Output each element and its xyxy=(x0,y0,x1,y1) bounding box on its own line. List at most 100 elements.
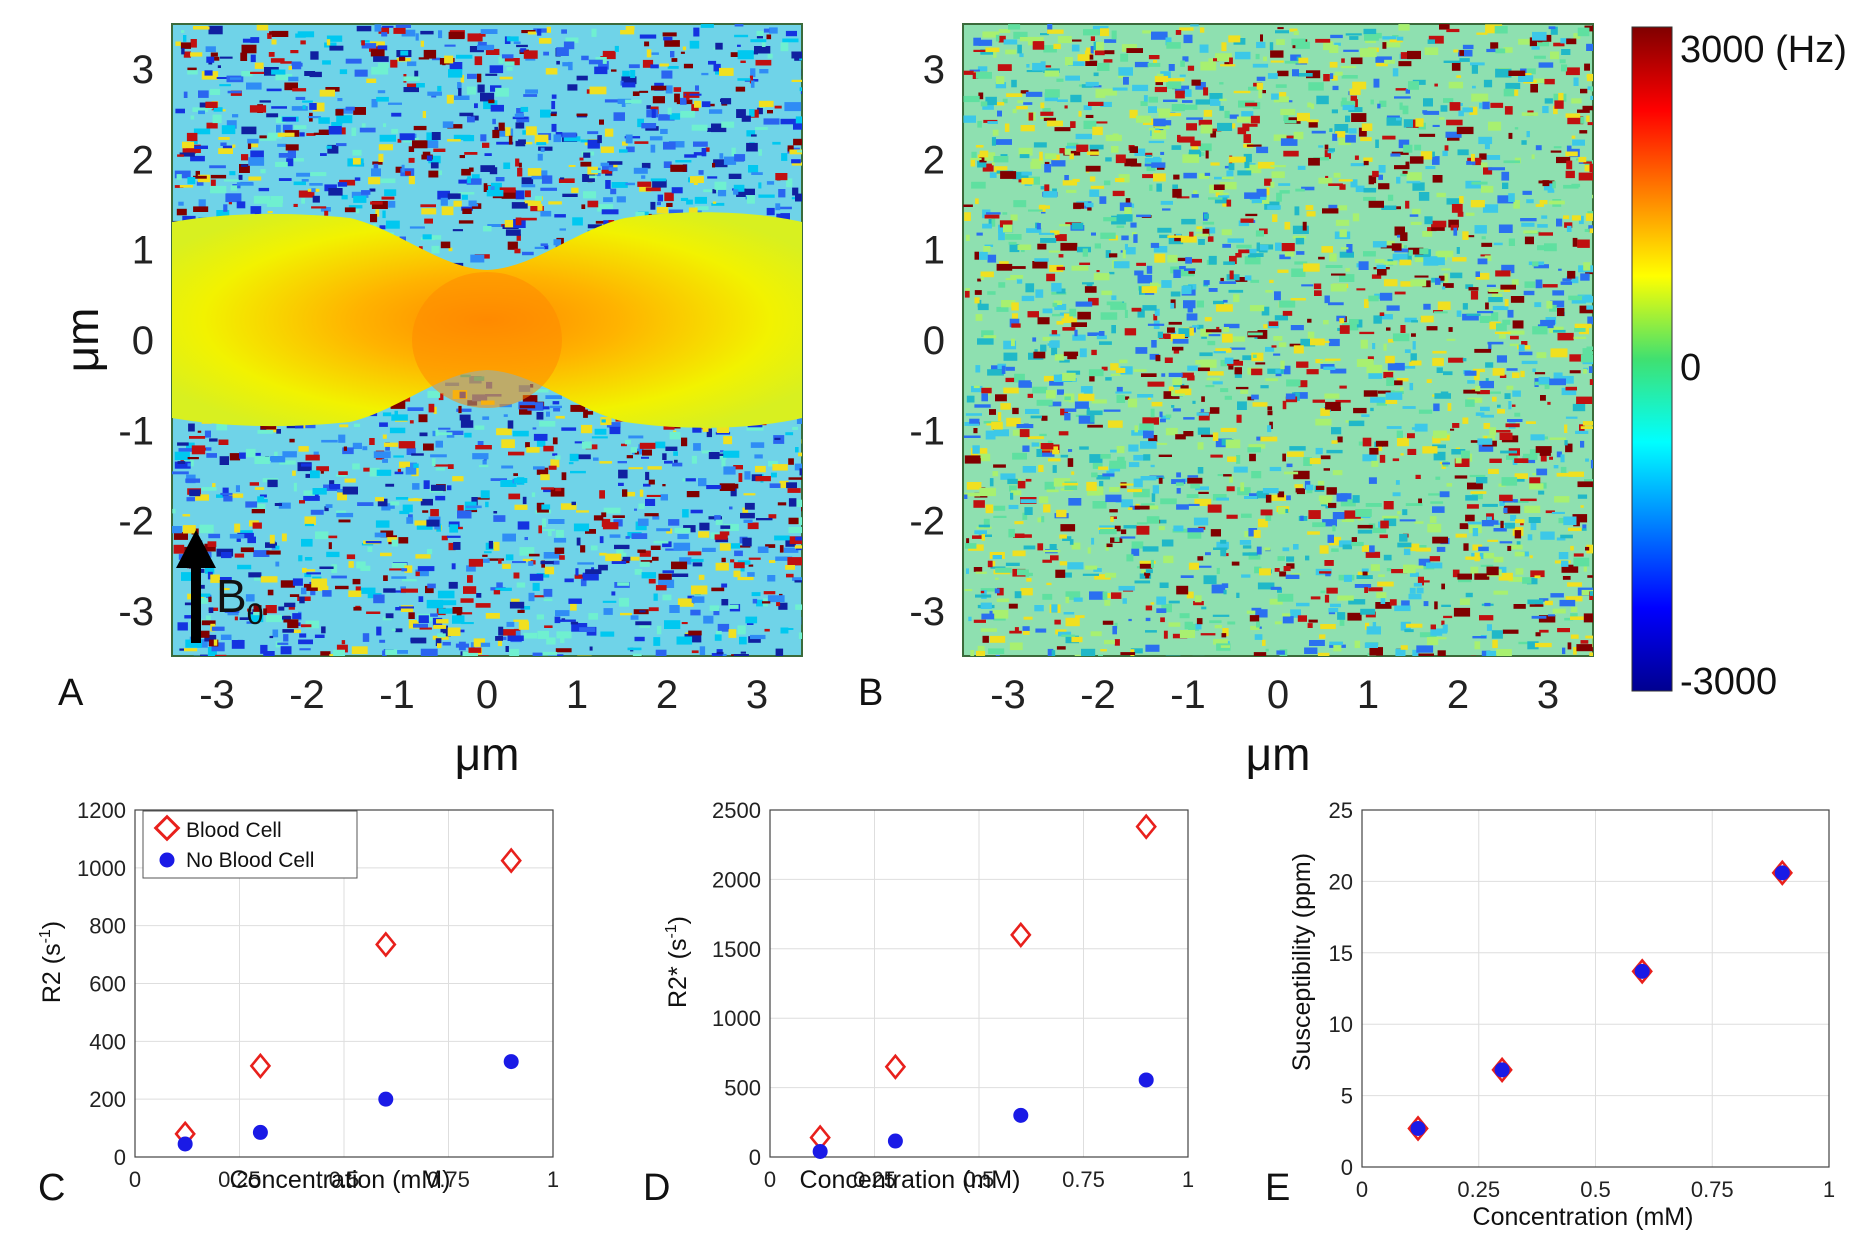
field-speckle xyxy=(505,127,511,137)
field-speckle xyxy=(382,25,394,28)
field-speckle xyxy=(536,614,544,620)
field-speckle xyxy=(997,587,1004,596)
field-speckle xyxy=(1388,339,1394,343)
field-speckle xyxy=(1093,72,1099,77)
field-speckle xyxy=(208,596,212,603)
field-speckle xyxy=(1427,39,1435,44)
field-speckle xyxy=(1025,283,1035,293)
field-speckle xyxy=(1220,359,1228,367)
field-speckle xyxy=(721,98,732,105)
field-speckle xyxy=(448,521,460,527)
field-speckle xyxy=(1375,139,1379,148)
field-speckle xyxy=(1059,148,1065,154)
field-speckle xyxy=(1251,352,1264,362)
field-speckle xyxy=(1592,638,1593,648)
field-speckle xyxy=(653,593,658,601)
field-speckle xyxy=(759,69,769,74)
field-speckle xyxy=(1348,420,1365,427)
field-speckle xyxy=(1087,424,1103,428)
field-speckle xyxy=(1087,207,1092,211)
field-speckle xyxy=(1521,341,1528,346)
field-speckle xyxy=(662,594,672,601)
field-speckle xyxy=(658,573,672,580)
field-speckle xyxy=(1135,347,1148,354)
field-speckle xyxy=(1032,386,1048,394)
field-speckle xyxy=(1556,218,1563,227)
field-speckle xyxy=(1327,150,1334,154)
field-speckle xyxy=(685,478,696,482)
field-speckle xyxy=(1215,192,1223,197)
field-speckle xyxy=(1172,338,1189,344)
field-speckle xyxy=(493,511,498,514)
field-speckle xyxy=(1153,173,1166,182)
field-speckle xyxy=(733,654,749,656)
field-speckle xyxy=(442,627,451,637)
field-speckle xyxy=(509,601,525,609)
field-speckle xyxy=(599,490,605,499)
field-speckle xyxy=(1318,495,1333,501)
field-speckle xyxy=(543,552,561,559)
field-speckle xyxy=(1071,222,1084,230)
field-speckle xyxy=(279,460,296,465)
field-speckle xyxy=(1270,586,1282,590)
field-speckle xyxy=(1571,135,1576,139)
field-speckle xyxy=(1572,139,1585,146)
field-speckle xyxy=(1112,626,1117,635)
field-speckle xyxy=(989,478,994,487)
field-speckle xyxy=(774,535,790,541)
field-speckle xyxy=(1453,49,1459,53)
field-speckle xyxy=(745,616,758,624)
field-speckle xyxy=(380,178,396,184)
field-speckle xyxy=(477,497,490,500)
field-speckle xyxy=(1270,181,1275,188)
field-speckle xyxy=(441,206,454,216)
field-speckle xyxy=(1247,396,1255,401)
field-speckle xyxy=(580,545,586,553)
field-speckle xyxy=(1510,544,1523,550)
field-speckle xyxy=(1386,117,1402,126)
field-speckle xyxy=(1172,346,1184,351)
field-speckle xyxy=(1019,154,1030,159)
field-speckle xyxy=(788,477,802,480)
field-speckle xyxy=(1245,213,1258,217)
field-speckle xyxy=(1571,299,1586,304)
field-speckle xyxy=(260,423,277,430)
field-speckle xyxy=(1010,490,1022,496)
field-speckle xyxy=(778,189,786,198)
field-speckle xyxy=(1565,170,1575,179)
field-speckle xyxy=(628,435,644,439)
field-speckle xyxy=(357,502,374,506)
field-speckle xyxy=(1017,244,1032,250)
field-speckle xyxy=(1412,208,1421,215)
field-speckle xyxy=(1432,357,1444,366)
field-speckle xyxy=(1375,259,1385,263)
field-speckle xyxy=(517,167,523,177)
field-speckle xyxy=(198,593,211,597)
field-speckle xyxy=(459,414,471,421)
field-speckle xyxy=(1107,420,1123,428)
field-speckle xyxy=(282,451,297,458)
field-speckle xyxy=(1036,223,1041,230)
field-speckle xyxy=(454,526,463,530)
field-speckle xyxy=(1335,131,1346,138)
field-speckle xyxy=(1451,62,1461,71)
field-speckle xyxy=(1386,305,1400,311)
field-speckle xyxy=(1521,140,1527,145)
field-speckle xyxy=(1338,138,1351,146)
field-speckle xyxy=(221,125,236,135)
field-speckle xyxy=(1220,388,1229,393)
field-speckle xyxy=(1342,104,1355,111)
field-speckle xyxy=(1342,544,1352,550)
field-speckle xyxy=(1205,385,1215,388)
field-speckle xyxy=(1379,454,1386,463)
field-speckle xyxy=(750,39,767,43)
field-speckle xyxy=(1172,408,1181,412)
field-speckle xyxy=(1237,401,1247,410)
field-speckle xyxy=(1078,110,1082,117)
field-speckle xyxy=(471,497,478,506)
field-speckle xyxy=(187,457,199,460)
field-speckle xyxy=(1378,174,1383,180)
field-speckle xyxy=(786,178,793,188)
field-speckle xyxy=(1463,543,1469,551)
field-speckle xyxy=(527,31,537,35)
